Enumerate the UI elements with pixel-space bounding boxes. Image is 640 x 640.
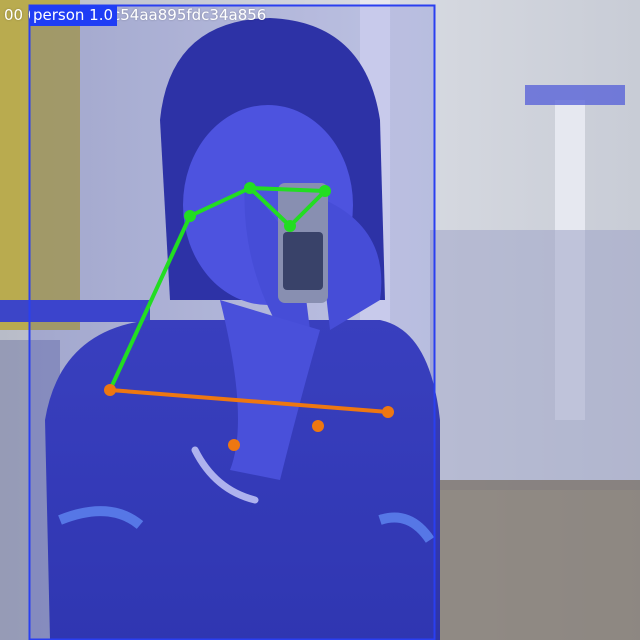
railing-sign [0, 300, 150, 322]
forearms [220, 300, 320, 480]
skeleton-line-ear-eye [189, 186, 251, 218]
detection-label: person 1.0 [30, 5, 118, 26]
skeleton-line-shoulder-ear [108, 215, 192, 391]
torso [45, 320, 440, 640]
background-crowd [430, 230, 640, 490]
skeleton-line-eyes [249, 186, 326, 193]
keypoint-left-eye [244, 182, 256, 194]
bracelet [191, 446, 259, 504]
skeleton-line-shoulders [109, 388, 389, 414]
skeleton-line-nose-eye [288, 189, 327, 228]
phone-keypad [283, 232, 323, 290]
keypoint-right-wrist [312, 420, 324, 432]
keypoint-right-eye [319, 185, 331, 197]
shirt-trim-right [378, 512, 435, 543]
sign-board [525, 85, 625, 105]
shirt-trim-left [58, 506, 144, 529]
skeleton-line-eye-nose [248, 186, 292, 228]
bicycles [440, 480, 640, 640]
pose-skeleton [108, 186, 389, 414]
right-hand [320, 200, 382, 330]
keypoint-nose [284, 220, 296, 232]
yellow-pillar [0, 0, 80, 330]
keypoint-left-wrist [228, 439, 240, 451]
pose-keypoints [104, 182, 394, 451]
keypoint-right-shoulder [382, 406, 394, 418]
segmentation-tint [29, 5, 435, 640]
keypoint-ear [184, 210, 196, 222]
keypoint-left-shoulder [104, 384, 116, 396]
